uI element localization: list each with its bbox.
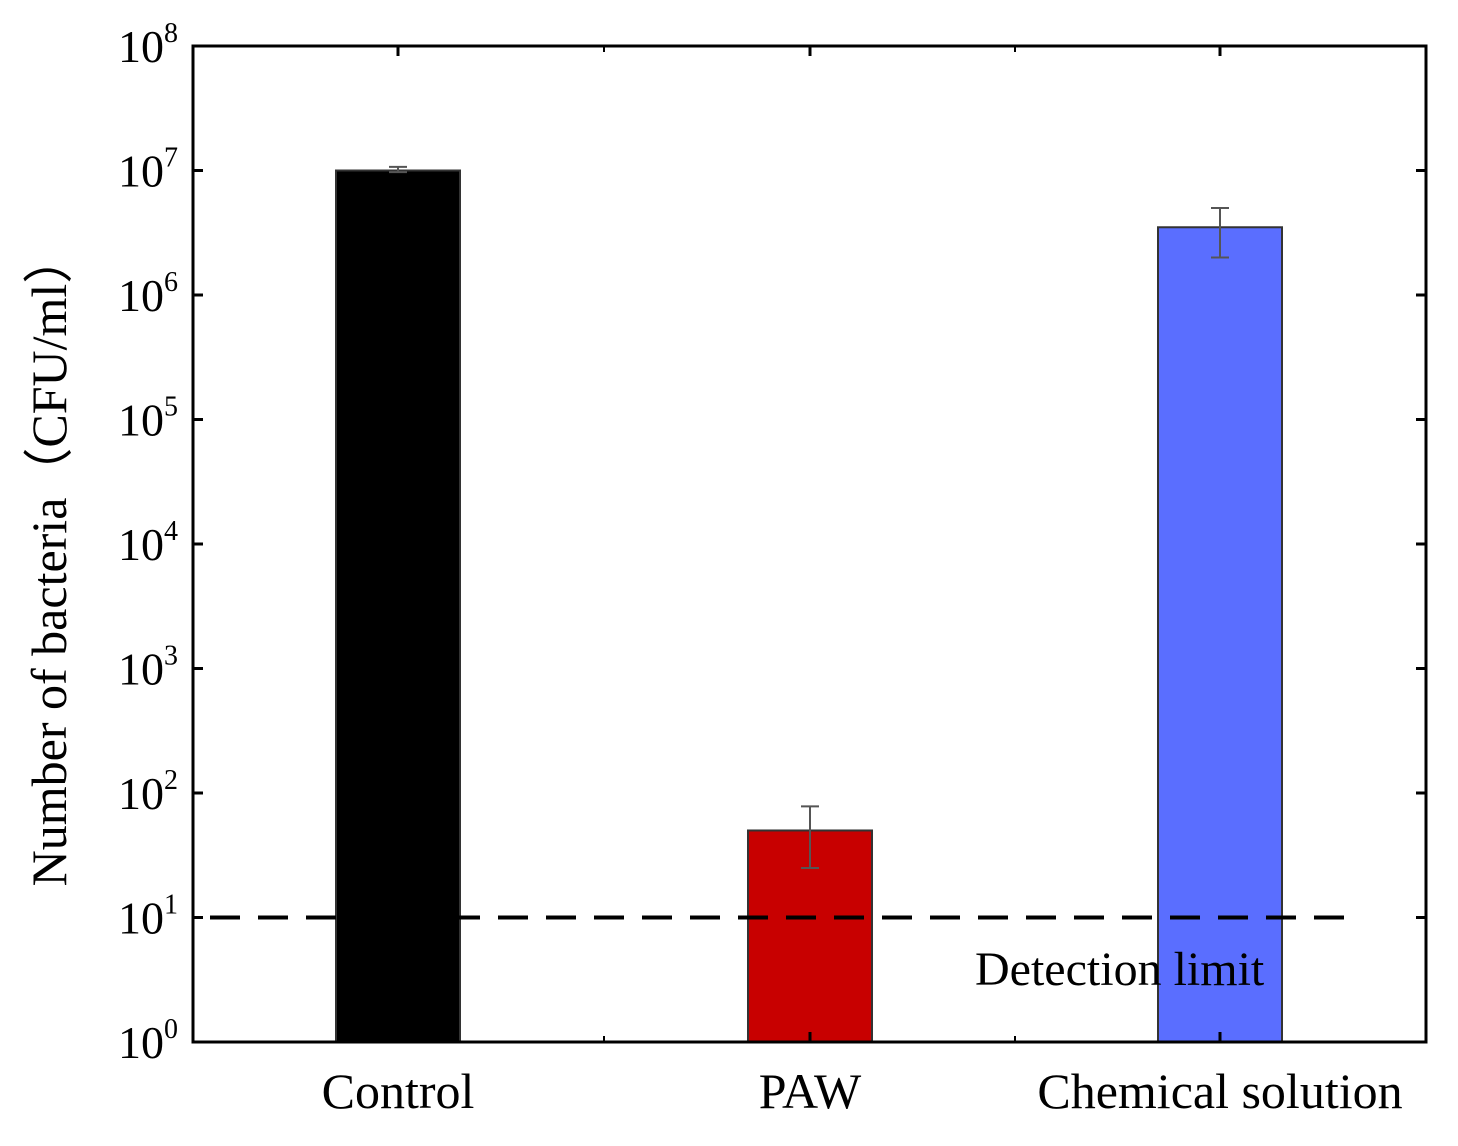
y-tick-label: 108 (118, 18, 178, 72)
y-tick-label: 107 (118, 143, 178, 197)
y-tick-label: 100 (118, 1014, 178, 1068)
error-bar-control (389, 165, 407, 174)
y-tick-label: 104 (118, 516, 178, 570)
y-tick-label: 102 (118, 765, 178, 819)
y-tick-label: 101 (118, 890, 178, 944)
axes: Control PAW Chemical solution 100 101 102 103 1… (118, 18, 1428, 1119)
plot-area: Detection limit (210, 165, 1360, 1043)
bar-control (335, 169, 461, 1043)
y-tick-label: 105 (118, 392, 178, 446)
x-tick-label: Chemical solution (1037, 1063, 1402, 1119)
bar-chemical-solution (1157, 226, 1283, 1043)
y-tick-label: 103 (118, 641, 178, 695)
y-tick-label: 106 (118, 267, 178, 321)
x-tick-label: PAW (759, 1063, 862, 1119)
y-axis-title: Number of bacteria（CFU/ml） (21, 234, 77, 887)
detection-limit-label: Detection limit (975, 943, 1265, 996)
x-tick-label: Control (322, 1063, 475, 1119)
error-bar-paw (801, 805, 819, 869)
error-bar-chemical-solution (1211, 206, 1229, 259)
